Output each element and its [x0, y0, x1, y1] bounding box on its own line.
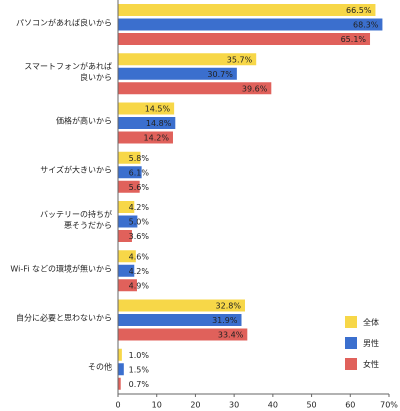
y-tick-label: Wi-Fi などの環境が無いから: [10, 264, 112, 274]
y-tick-label: その他: [88, 362, 112, 372]
bar: [118, 328, 248, 341]
bar: [118, 180, 140, 193]
value-label: 14.8%: [146, 119, 172, 128]
value-label: 30.7%: [207, 70, 233, 79]
bar: [118, 18, 383, 31]
y-tick-label: 自分に必要と思わないから: [16, 313, 112, 323]
value-label: 65.1%: [341, 35, 367, 44]
bar: [118, 67, 237, 80]
bar: [118, 151, 141, 164]
x-tick-label: 50: [306, 401, 316, 410]
bar: [118, 299, 245, 312]
bar: [118, 363, 124, 376]
bar: [118, 33, 371, 45]
value-label: 14.5%: [145, 105, 171, 114]
value-label: 1.5%: [129, 365, 150, 374]
bar: [118, 102, 175, 115]
bar: [118, 250, 136, 263]
y-tick-label: バッテリーの持ちが 悪そうだから: [40, 209, 112, 230]
value-label: 4.6%: [129, 252, 150, 261]
y-tick-label: 価格が高いから: [56, 116, 112, 126]
value-label: 35.7%: [227, 55, 253, 64]
legend-label: 男性: [363, 338, 379, 348]
value-label: 1.0%: [129, 351, 150, 360]
value-label: 4.2%: [129, 267, 150, 276]
value-label: 5.8%: [129, 154, 150, 163]
value-label: 3.6%: [129, 232, 150, 241]
value-label: 39.6%: [242, 84, 268, 93]
bar: [118, 4, 376, 16]
value-label: 0.7%: [129, 380, 150, 389]
value-label: 4.9%: [129, 281, 150, 290]
y-tick-label: スマートフォンがあれば 良いから: [24, 61, 112, 82]
value-label: 6.1%: [129, 168, 150, 177]
y-tick-label: サイズが大きいから: [40, 165, 112, 175]
legend-label: 女性: [363, 359, 379, 369]
bar: [118, 166, 142, 179]
legend-swatch: [345, 358, 357, 370]
x-tick-label: 60: [345, 401, 355, 410]
y-tick-label: パソコンがあれば良いから: [16, 18, 112, 28]
value-label: 4.2%: [129, 203, 150, 212]
value-label: 5.0%: [129, 218, 150, 227]
bar: [118, 230, 132, 242]
bar: [118, 348, 122, 361]
x-tick-label: 20: [190, 401, 200, 410]
value-label: 33.4%: [218, 331, 244, 340]
bar: [118, 215, 138, 228]
legend-swatch: [345, 316, 357, 328]
bar: [118, 279, 137, 292]
bar: [118, 82, 272, 95]
bar: [118, 53, 257, 66]
value-label: 14.2%: [144, 134, 170, 143]
legend-label: 全体: [363, 317, 379, 327]
value-label: 5.6%: [129, 183, 150, 192]
x-tick-label: 40: [268, 401, 278, 410]
value-label: 32.8%: [216, 302, 242, 311]
value-label: 66.5%: [346, 6, 372, 15]
value-label: 31.9%: [212, 316, 238, 325]
bar: [118, 131, 173, 144]
legend-swatch: [345, 337, 357, 349]
bar: [118, 117, 176, 129]
bar: [118, 377, 121, 390]
x-tick-label: 30: [229, 401, 239, 410]
value-label: 68.3%: [353, 21, 379, 30]
bar: [118, 201, 135, 213]
bar: [118, 314, 242, 326]
x-tick-label: 10: [152, 401, 162, 410]
bar: [118, 264, 135, 277]
x-tick-label: 70%: [380, 401, 398, 410]
x-tick-label: 0: [115, 401, 120, 410]
